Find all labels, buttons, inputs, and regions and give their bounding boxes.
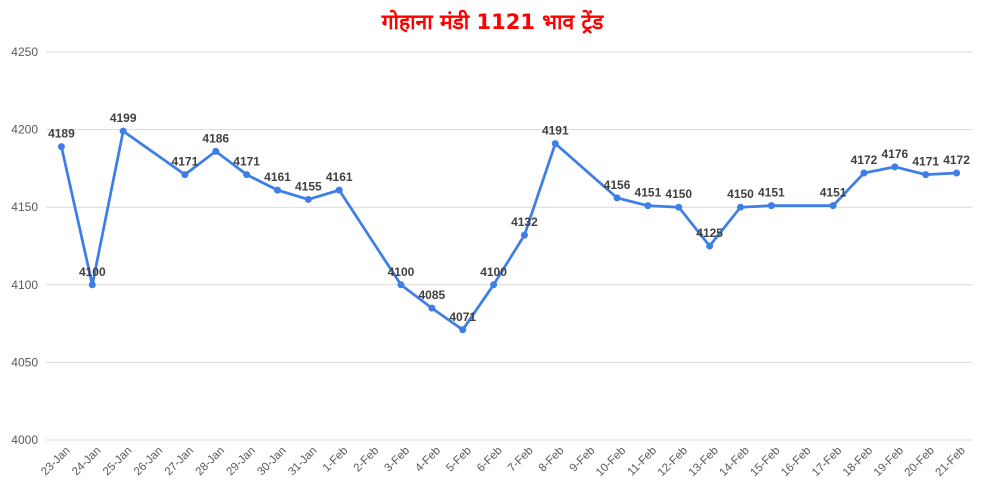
data-label: 4191 <box>542 124 569 138</box>
x-tick-label: 8-Feb <box>537 445 567 475</box>
data-label: 4151 <box>820 186 847 200</box>
x-tick-label: 19-Feb <box>872 445 906 479</box>
data-label: 4161 <box>326 170 353 184</box>
data-point <box>88 281 96 289</box>
chart-title: गोहाना मंडी 1121 भाव ट्रेंड <box>381 10 604 34</box>
data-point <box>551 140 559 148</box>
data-label: 4186 <box>202 131 229 145</box>
x-axis-ticks: 23-Jan24-Jan25-Jan26-Jan27-Jan28-Jan29-J… <box>39 445 967 479</box>
data-point <box>922 171 930 179</box>
x-tick-label: 24-Jan <box>70 445 103 478</box>
x-tick-label: 23-Jan <box>39 445 72 478</box>
x-tick-label: 20-Feb <box>903 445 937 479</box>
x-tick-label: 31-Jan <box>286 445 319 478</box>
data-point <box>767 202 775 210</box>
data-points <box>57 127 961 334</box>
y-tick-label: 4000 <box>11 433 38 447</box>
x-tick-label: 28-Jan <box>194 445 227 478</box>
data-label: 4199 <box>110 111 137 125</box>
y-tick-label: 4050 <box>11 355 38 369</box>
x-tick-label: 16-Feb <box>779 445 813 479</box>
data-point <box>613 194 621 202</box>
data-point <box>860 169 868 177</box>
y-tick-label: 4150 <box>11 200 38 214</box>
data-label: 4189 <box>48 127 75 141</box>
data-point <box>829 202 837 210</box>
data-label: 4176 <box>881 147 908 161</box>
data-label: 4085 <box>418 288 445 302</box>
data-point <box>459 326 467 334</box>
data-label: 4171 <box>172 155 199 169</box>
x-tick-label: 9-Feb <box>568 445 598 475</box>
data-label: 4172 <box>943 153 970 167</box>
x-tick-label: 27-Jan <box>163 445 196 478</box>
data-label: 4172 <box>851 153 878 167</box>
data-label: 4100 <box>480 265 507 279</box>
data-label: 4155 <box>295 179 322 193</box>
x-tick-label: 11-Feb <box>625 445 659 479</box>
x-tick-label: 13-Feb <box>687 445 721 479</box>
data-label: 4100 <box>79 265 106 279</box>
data-label: 4150 <box>727 187 754 201</box>
data-label: 4151 <box>635 186 662 200</box>
data-label: 4132 <box>511 215 538 229</box>
x-tick-label: 7-Feb <box>506 445 536 475</box>
x-tick-label: 18-Feb <box>841 445 875 479</box>
data-label: 4150 <box>665 187 692 201</box>
data-label: 4071 <box>449 310 476 324</box>
data-label: 4125 <box>696 226 723 240</box>
data-label: 4171 <box>912 155 939 169</box>
x-tick-label: 3-Feb <box>382 445 412 475</box>
x-tick-label: 26-Jan <box>132 445 165 478</box>
data-point <box>891 163 899 171</box>
data-label: 4171 <box>233 155 260 169</box>
data-point <box>212 147 220 155</box>
x-tick-label: 6-Feb <box>475 445 505 475</box>
y-tick-label: 4100 <box>11 278 38 292</box>
data-point <box>304 195 312 203</box>
data-point <box>644 202 652 210</box>
data-point <box>953 169 961 177</box>
x-tick-label: 2-Feb <box>352 445 382 475</box>
y-tick-label: 4200 <box>11 123 38 137</box>
x-tick-label: 5-Feb <box>444 445 474 475</box>
y-axis-ticks: 4000 4050 4100 4150 4200 4250 <box>11 45 38 447</box>
data-point <box>428 304 436 312</box>
data-point <box>335 186 343 194</box>
data-point <box>675 203 683 211</box>
x-tick-label: 21-Feb <box>934 445 968 479</box>
x-tick-label: 25-Jan <box>101 445 134 478</box>
y-tick-label: 4250 <box>11 45 38 59</box>
x-tick-label: 4-Feb <box>413 445 443 475</box>
data-point <box>520 231 528 239</box>
data-point <box>57 143 65 151</box>
data-point <box>181 171 189 179</box>
x-tick-label: 10-Feb <box>594 445 628 479</box>
x-tick-label: 1-Feb <box>321 445 351 475</box>
data-labels: 4189410041994171418641714161415541614100… <box>48 111 970 324</box>
data-label: 4151 <box>758 186 785 200</box>
series-line <box>60 129 957 332</box>
data-point <box>274 186 281 194</box>
data-label: 4100 <box>388 265 415 279</box>
x-tick-label: 15-Feb <box>748 445 782 479</box>
gridlines <box>46 51 972 441</box>
data-label: 4156 <box>604 178 631 192</box>
data-point <box>490 281 498 289</box>
data-label: 4161 <box>264 170 291 184</box>
data-point <box>119 127 127 135</box>
x-tick-label: 12-Feb <box>656 445 690 479</box>
data-point <box>243 171 251 179</box>
x-tick-label: 17-Feb <box>810 445 844 479</box>
x-tick-label: 30-Jan <box>255 445 288 478</box>
series-polyline <box>60 129 957 332</box>
x-tick-label: 29-Jan <box>224 445 257 478</box>
data-point <box>706 242 714 250</box>
x-tick-label: 14-Feb <box>717 445 751 479</box>
data-point <box>737 203 744 211</box>
data-point <box>397 281 405 289</box>
